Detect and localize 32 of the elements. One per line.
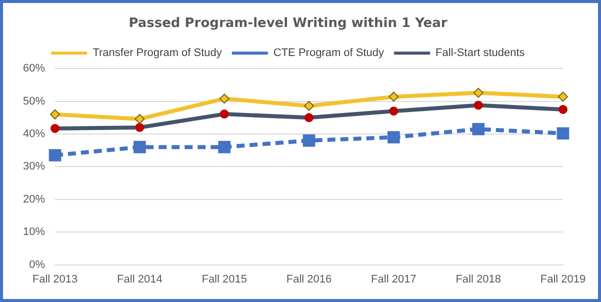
y-tick-label: 40% <box>22 128 46 140</box>
x-tick-label: Fall 2014 <box>117 273 162 286</box>
x-tick-label: Fall 2015 <box>202 273 247 286</box>
chart-title: Passed Program-level Writing within 1 Year <box>128 16 448 32</box>
x-tick-label: Fall 2017 <box>371 273 416 286</box>
y-tick-label: 50% <box>22 95 46 108</box>
point <box>388 131 400 144</box>
legend-label: Transfer Program of Study <box>92 47 222 60</box>
point <box>50 109 60 120</box>
point <box>218 140 230 154</box>
point <box>48 149 62 162</box>
y-tick-label: 30% <box>22 160 46 173</box>
x-tick-label: Fall 2018 <box>456 273 501 286</box>
x-tick-label: Fall 2019 <box>540 273 586 286</box>
point <box>134 114 145 124</box>
y-tick-label: 10% <box>22 226 46 238</box>
point <box>219 94 230 104</box>
point <box>556 127 570 140</box>
point <box>388 92 399 102</box>
point <box>304 100 314 111</box>
point <box>473 88 484 98</box>
y-tick-label: 0% <box>29 258 46 271</box>
x-tick-label: Fall 2013 <box>32 273 78 286</box>
point <box>472 122 484 136</box>
legend-label: Fall-Start students <box>436 47 526 60</box>
x-tick-label: Fall 2016 <box>286 273 332 286</box>
y-tick-label: 60% <box>22 62 46 75</box>
point <box>302 134 316 147</box>
legend-label: CTE Program of Study <box>273 47 385 60</box>
point <box>134 140 146 154</box>
point <box>558 92 568 102</box>
y-tick-label: 20% <box>22 193 46 206</box>
